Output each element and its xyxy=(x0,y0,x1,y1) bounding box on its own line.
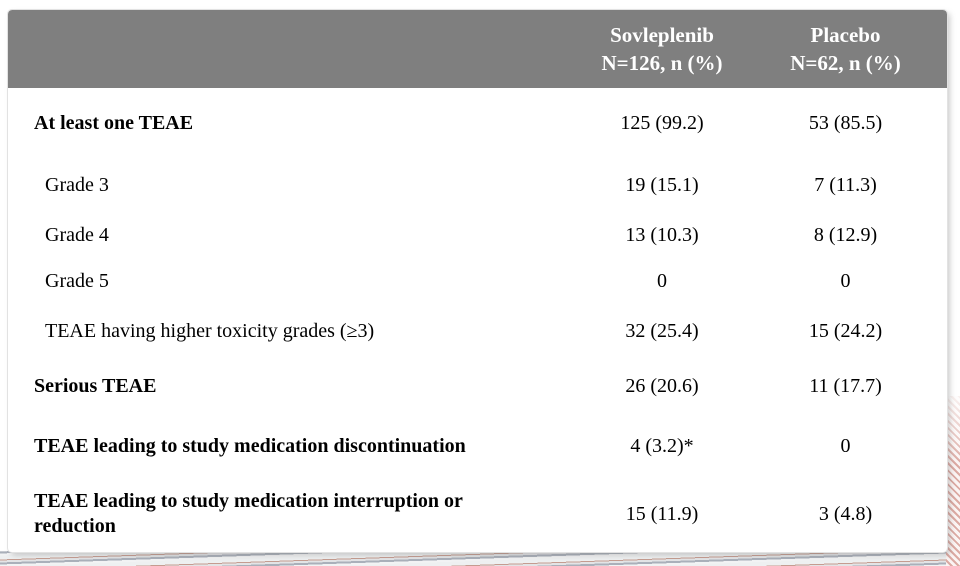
sovleplenib-value: 19 (15.1) xyxy=(625,173,699,196)
table-row: Grade 5 0 0 xyxy=(8,258,947,305)
sovleplenib-value: 15 (11.9) xyxy=(625,502,699,525)
placebo-value: 11 (17.7) xyxy=(809,375,882,397)
table-row: Serious TEAE 26 (20.6) 11 (17.7) xyxy=(8,357,947,416)
header-placebo: Placebo N=62, n (%) xyxy=(768,21,923,77)
table-row: At least one TEAE 125 (99.2) 53 (85.5) xyxy=(8,88,947,158)
sovleplenib-value: 26 (20.6) xyxy=(625,375,699,397)
row-label: Grade 5 xyxy=(45,270,109,292)
sovleplenib-value: 4 (3.2)* xyxy=(630,434,694,457)
header-sovleplenib: Sovleplenib N=126, n (%) xyxy=(556,21,768,77)
header-sovleplenib-name: Sovleplenib xyxy=(610,23,714,47)
row-label: At least one TEAE xyxy=(34,111,194,134)
row-label: Grade 3 xyxy=(45,173,109,196)
placebo-value: 0 xyxy=(840,270,851,292)
sovleplenib-value: 125 (99.2) xyxy=(620,111,704,134)
placebo-value: 15 (24.2) xyxy=(808,319,883,342)
right-pink-stripe-decoration xyxy=(946,396,960,566)
header-placebo-name: Placebo xyxy=(810,23,881,47)
table-row: TEAE leading to study medication interru… xyxy=(8,476,947,552)
row-label: Grade 4 xyxy=(45,223,109,246)
row-label: TEAE leading to study medication discont… xyxy=(34,434,466,457)
table-header-row: Sovleplenib N=126, n (%) Placebo N=62, n… xyxy=(8,10,947,88)
bottom-decorative-stripe xyxy=(0,551,960,566)
row-label: Serious TEAE xyxy=(34,375,157,397)
table-row: TEAE leading to study medication discont… xyxy=(8,416,947,476)
table-row: Grade 3 19 (15.1) 7 (11.3) xyxy=(8,158,947,212)
placebo-value: 8 (12.9) xyxy=(813,223,878,246)
placebo-value: 53 (85.5) xyxy=(808,111,883,134)
placebo-value: 0 xyxy=(840,434,851,457)
row-label: TEAE having higher toxicity grades (≥3) xyxy=(45,319,375,342)
header-placebo-n: N=62, n (%) xyxy=(790,51,901,75)
table-row: Grade 4 13 (10.3) 8 (12.9) xyxy=(8,212,947,258)
row-label: TEAE leading to study medication interru… xyxy=(34,490,463,537)
teae-table: Sovleplenib N=126, n (%) Placebo N=62, n… xyxy=(8,10,947,552)
header-sovleplenib-n: N=126, n (%) xyxy=(601,51,723,75)
placebo-value: 7 (11.3) xyxy=(814,173,877,196)
table-row: TEAE having higher toxicity grades (≥3) … xyxy=(8,305,947,357)
sovleplenib-value: 32 (25.4) xyxy=(625,319,699,342)
sovleplenib-value: 0 xyxy=(657,270,667,292)
placebo-value: 3 (4.8) xyxy=(818,502,873,525)
sovleplenib-value: 13 (10.3) xyxy=(625,223,699,246)
